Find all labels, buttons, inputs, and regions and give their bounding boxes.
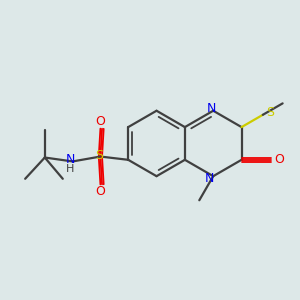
Text: H: H: [66, 164, 74, 174]
Text: S: S: [95, 149, 103, 162]
Text: O: O: [274, 153, 284, 166]
Text: O: O: [95, 185, 105, 198]
Text: N: N: [207, 102, 216, 115]
Text: N: N: [205, 172, 214, 185]
Text: S: S: [266, 106, 274, 119]
Text: O: O: [95, 115, 105, 128]
Text: N: N: [65, 153, 75, 166]
